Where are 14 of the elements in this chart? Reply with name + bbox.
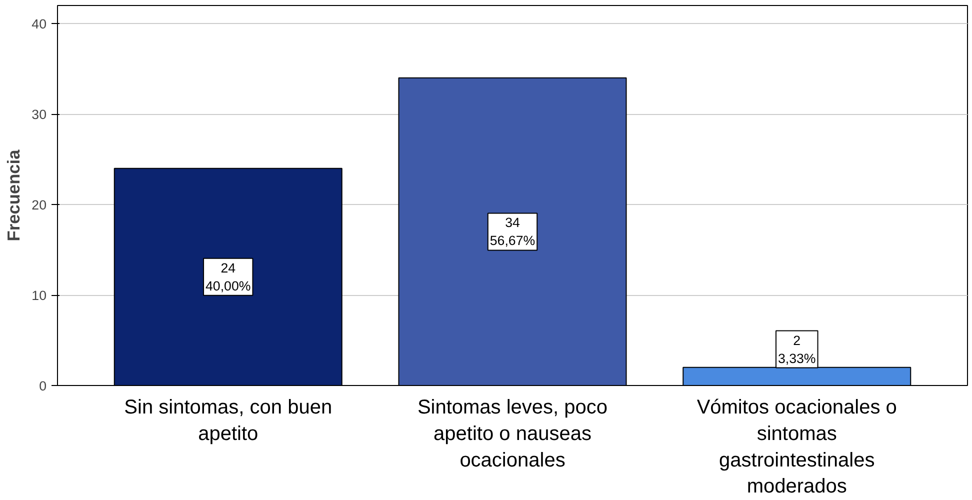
data-label: 34 56,67% <box>490 215 536 248</box>
data-label: 2 3,33% <box>778 332 816 366</box>
y-tick-label: 10 <box>32 288 47 304</box>
bar <box>114 168 342 386</box>
x-tick-label: Vómitos ocacionales o sintomas gastrointestinales moderados <box>696 396 897 498</box>
y-tick-label: 20 <box>32 198 47 213</box>
y-tick-label: 40 <box>32 16 47 32</box>
x-tick-label: Sin sintomas, con buen apetito <box>124 396 332 445</box>
bar <box>398 77 627 386</box>
y-tick-label: 0 <box>39 378 47 394</box>
y-tick-label: 30 <box>32 107 47 122</box>
data-label: 24 40,00% <box>206 260 251 294</box>
x-tick-label: Sintomas leves, poco apetito o nauseas ocacionales <box>417 396 608 472</box>
y-axis-title: Frecuencia <box>4 149 24 242</box>
